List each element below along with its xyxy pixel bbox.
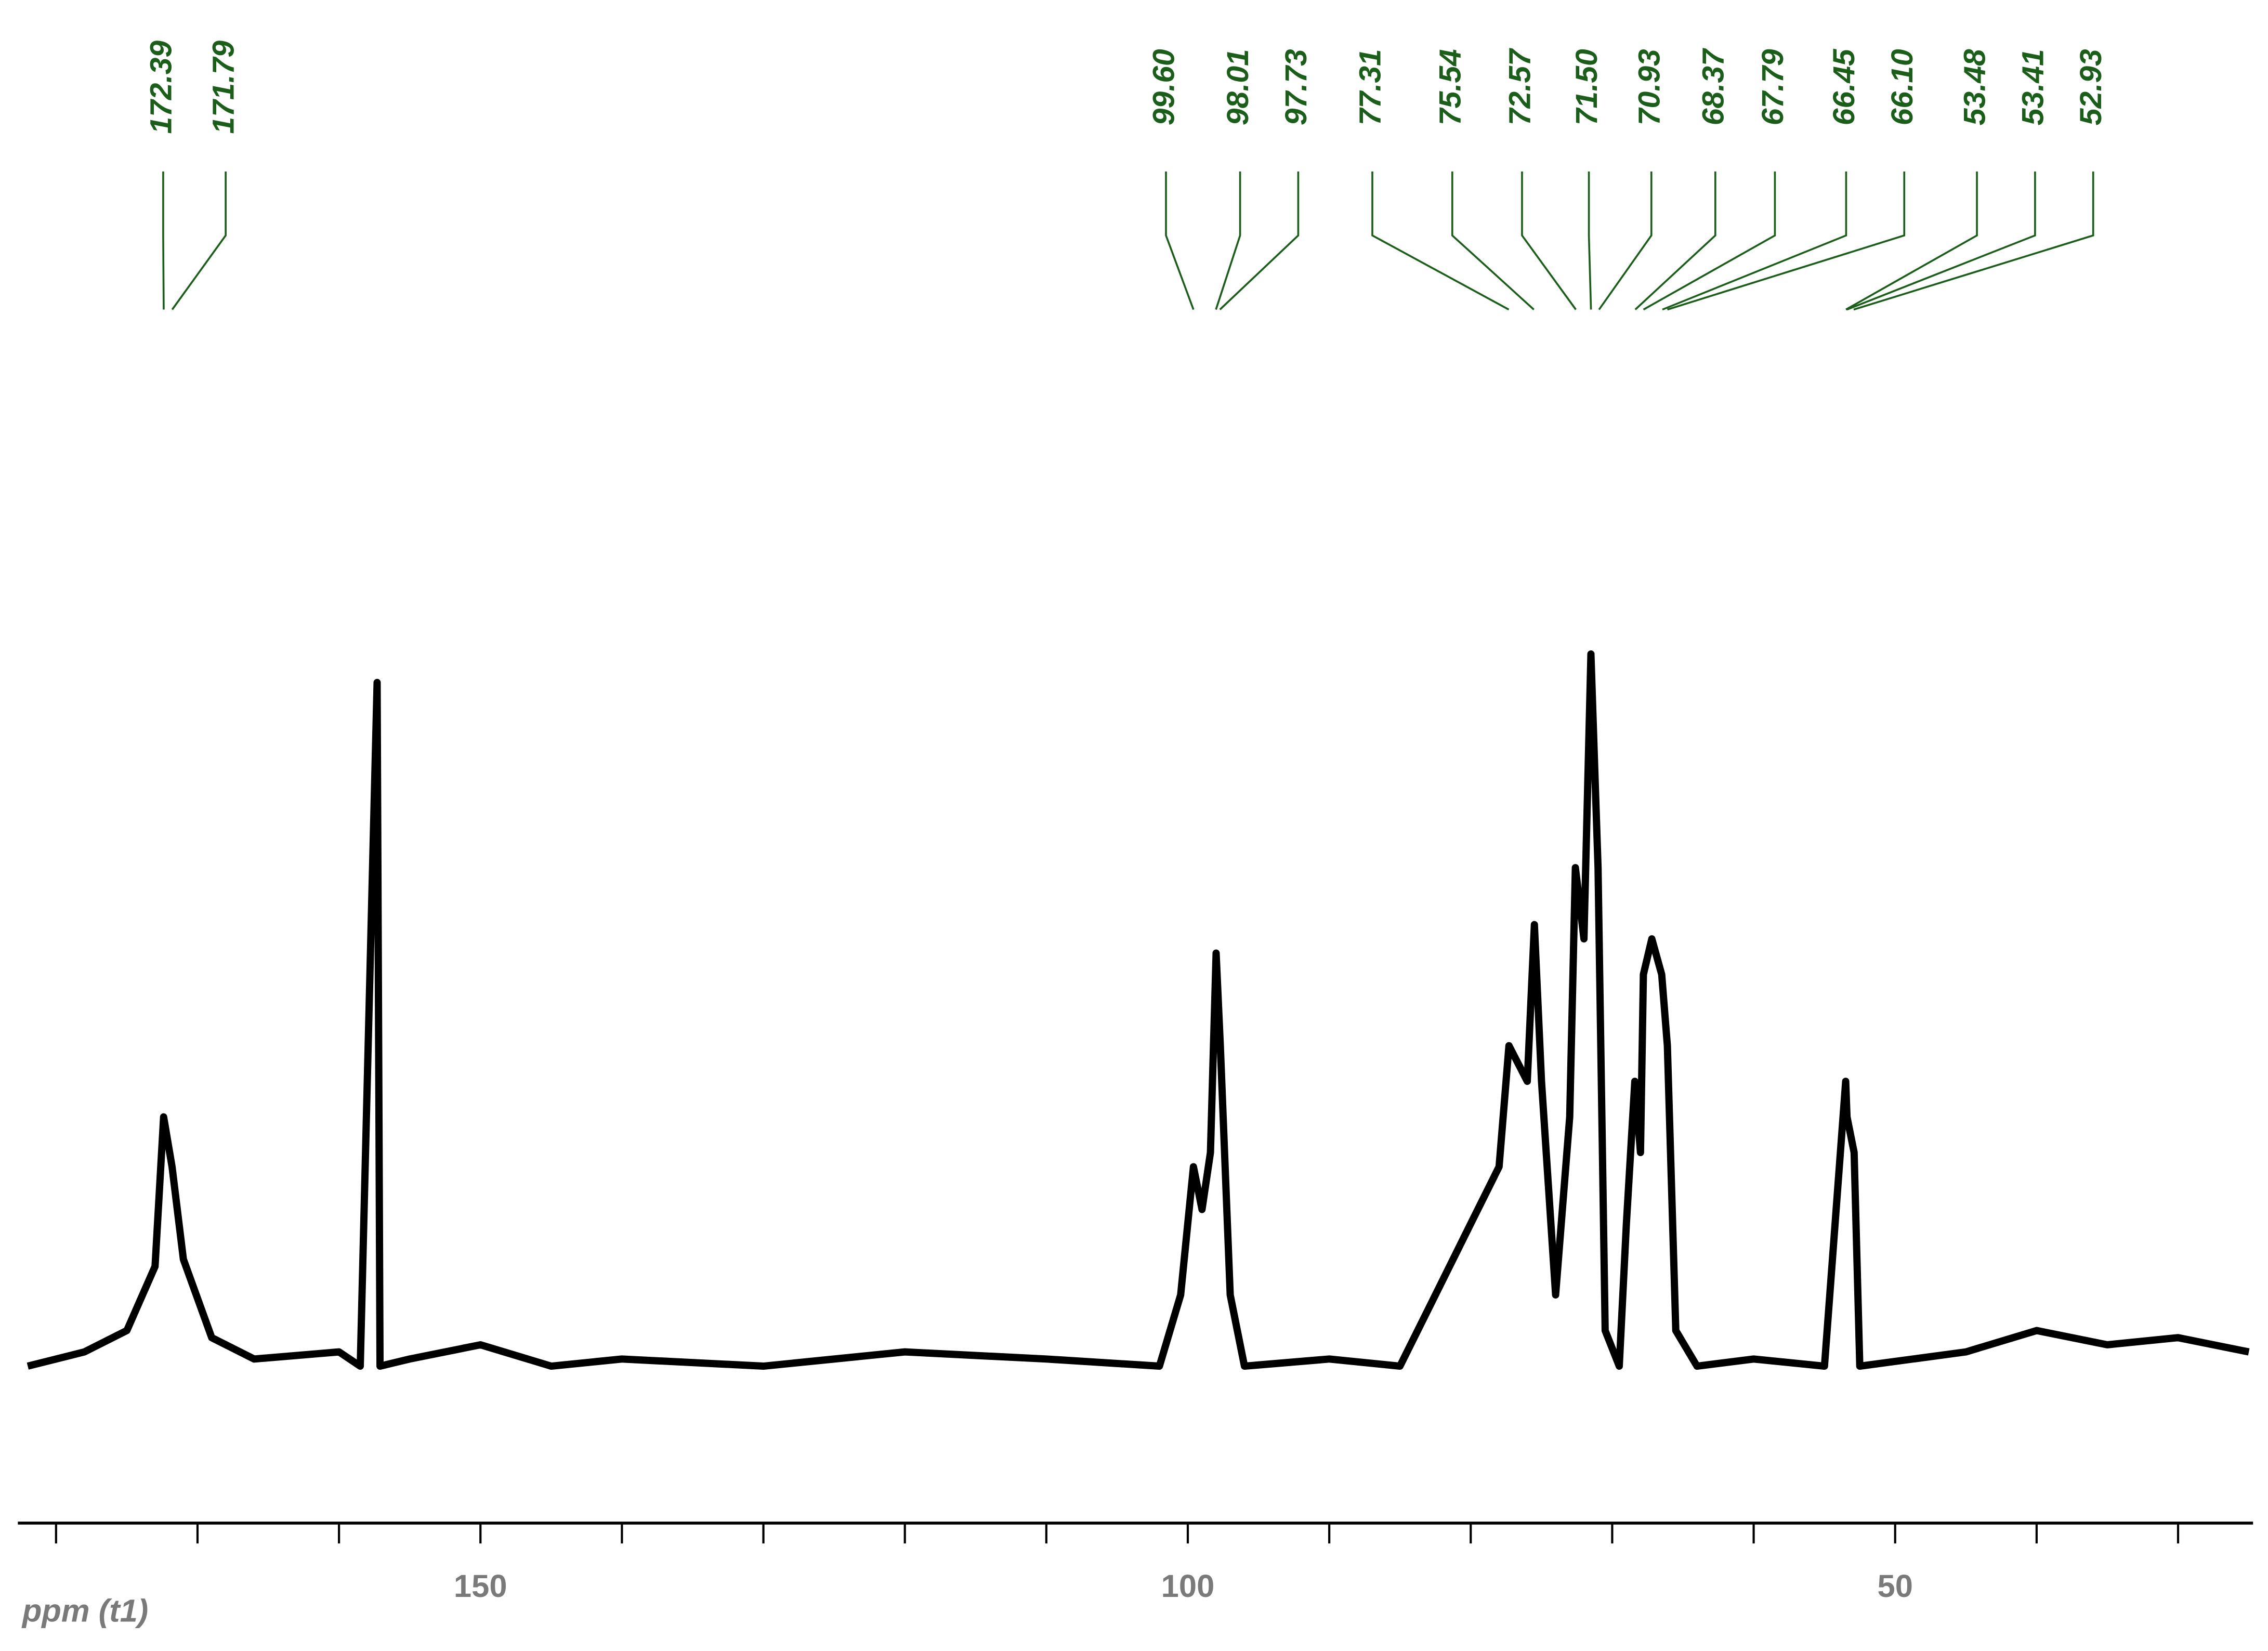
peak-leader [1588,171,1592,310]
peak-leader [162,171,165,310]
peak-label: 52.93 [2074,49,2108,125]
peak-leader [1219,171,1300,310]
peak-label: 66.45 [1827,48,1861,125]
peak-leader [1371,171,1510,311]
peak-label: 99.60 [1147,49,1181,125]
peak-leader [171,171,227,310]
peak-label: 77.31 [1354,49,1387,125]
peak-label: 68.37 [1696,48,1730,125]
peak-leader [1634,171,1716,310]
peak-label: 98.01 [1221,49,1255,125]
peak-label: 172.39 [144,41,178,134]
peak-label: 53.41 [2016,49,2050,125]
peak-label: 97.73 [1279,49,1313,125]
peak-leader [1521,171,1577,310]
peak-leader [1667,171,1906,311]
peak-leader [1662,171,1847,311]
peak-label: 66.10 [1885,49,1919,125]
x-tick-label: 50 [1878,1568,1913,1604]
peak-leader [1845,171,1978,311]
peak-label: 75.54 [1433,49,1467,125]
peak-label: 71.50 [1570,49,1604,125]
peak-label: 70.93 [1632,49,1666,125]
peak-leader [1853,171,2094,311]
peak-label: 171.79 [207,41,241,134]
peak-leader [1598,171,1653,310]
peak-leader [1215,171,1241,310]
peak-label: 67.79 [1756,49,1790,125]
peak-leader [1451,171,1535,310]
spectrum-line [27,650,2250,1370]
x-tick-label: 100 [1161,1568,1215,1604]
peak-label: 72.57 [1503,48,1537,125]
x-axis-label: ppm (t1) [21,1593,149,1629]
peak-label: 53.48 [1958,49,1992,125]
peak-leader [1643,171,1776,311]
x-tick-label: 150 [454,1568,507,1604]
peak-leader [1846,171,2036,311]
peak-leader [1165,171,1195,310]
